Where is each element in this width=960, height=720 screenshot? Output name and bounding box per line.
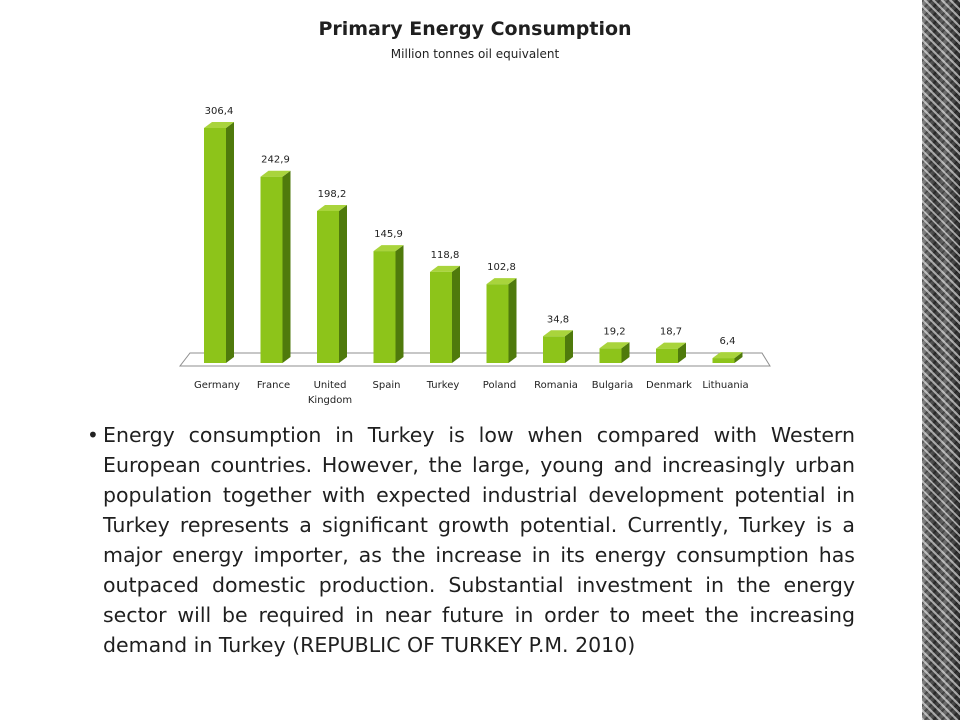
bar-top — [317, 204, 347, 211]
bar-value-label: 198,2 — [318, 189, 347, 200]
bar-side — [339, 204, 347, 363]
category-label: Romania — [534, 380, 578, 391]
bar — [486, 278, 517, 363]
bar-front — [599, 348, 622, 363]
category-label: Poland — [483, 380, 516, 391]
category-label: Germany — [194, 380, 240, 391]
value-label-group: 306,4 242,9 198,2 145,9 118,8 102,8 34,8 19,2 18… — [205, 106, 736, 347]
bar — [430, 265, 460, 363]
bar-front — [712, 358, 735, 363]
bar — [712, 352, 743, 363]
bar-value-label: 19,2 — [603, 326, 625, 337]
bar-side — [734, 352, 743, 363]
bar-side — [508, 278, 517, 363]
bar-front — [430, 271, 452, 363]
bar-top — [204, 122, 234, 128]
bar-value-label: 145,9 — [374, 229, 403, 240]
bar-side — [678, 342, 686, 363]
bar-front — [656, 348, 678, 363]
body-text-block: • Energy consumption in Turkey is low wh… — [87, 420, 855, 660]
bar-top — [260, 170, 291, 177]
bar-top — [599, 342, 630, 349]
category-label: Spain — [373, 380, 401, 391]
bar-group — [204, 122, 743, 363]
bar-value-label: 18,7 — [660, 327, 682, 338]
bar-top — [430, 265, 460, 272]
bar — [204, 122, 234, 363]
bar-chart: 306,4 242,9 198,2 145,9 118,8 102,8 34,8 19,2 18… — [178, 106, 771, 406]
bar-top — [486, 278, 517, 285]
category-label: Bulgaria — [592, 380, 633, 391]
bar — [599, 342, 630, 363]
category-label: Lithuania — [702, 380, 748, 391]
bar-front — [373, 251, 396, 363]
bar — [260, 170, 291, 363]
bar — [373, 245, 404, 363]
bar — [656, 342, 686, 363]
decorative-border-strip — [922, 0, 960, 720]
bar-side — [452, 265, 460, 363]
bar-value-label: 6,4 — [720, 336, 736, 347]
category-label: United Kingdom — [308, 380, 352, 406]
bar-side — [565, 330, 573, 363]
bar-front — [486, 284, 509, 363]
bar-value-label: 306,4 — [205, 106, 234, 117]
bar-top — [712, 352, 743, 359]
category-label: Turkey — [426, 380, 460, 391]
bullet-marker: • — [87, 423, 99, 447]
bar-side — [621, 342, 630, 363]
body-paragraph: Energy consumption in Turkey is low when… — [103, 423, 855, 657]
bar-side — [282, 170, 291, 363]
bar-top — [543, 330, 573, 337]
bar-top — [656, 342, 686, 349]
bar-front — [260, 176, 283, 363]
bar-front — [543, 336, 565, 363]
bar — [543, 330, 573, 363]
bar-side — [226, 122, 234, 363]
bar-value-label: 34,8 — [547, 314, 569, 325]
bar-front — [204, 128, 226, 363]
bar-side — [395, 245, 404, 363]
bar — [317, 204, 347, 363]
bar-value-label: 118,8 — [431, 250, 460, 261]
bar-front — [317, 210, 339, 363]
bar-top — [373, 245, 404, 252]
bar-value-label: 102,8 — [487, 262, 516, 273]
category-label-group: Germany France United Kingdom Spain Turkey Pol… — [194, 380, 749, 406]
category-label: Denmark — [646, 380, 692, 391]
chart-title: Primary Energy Consumption — [318, 18, 632, 40]
bar-value-label: 242,9 — [261, 155, 290, 166]
chart-subtitle: Million tonnes oil equivalent — [390, 47, 560, 61]
category-label: France — [257, 380, 290, 391]
